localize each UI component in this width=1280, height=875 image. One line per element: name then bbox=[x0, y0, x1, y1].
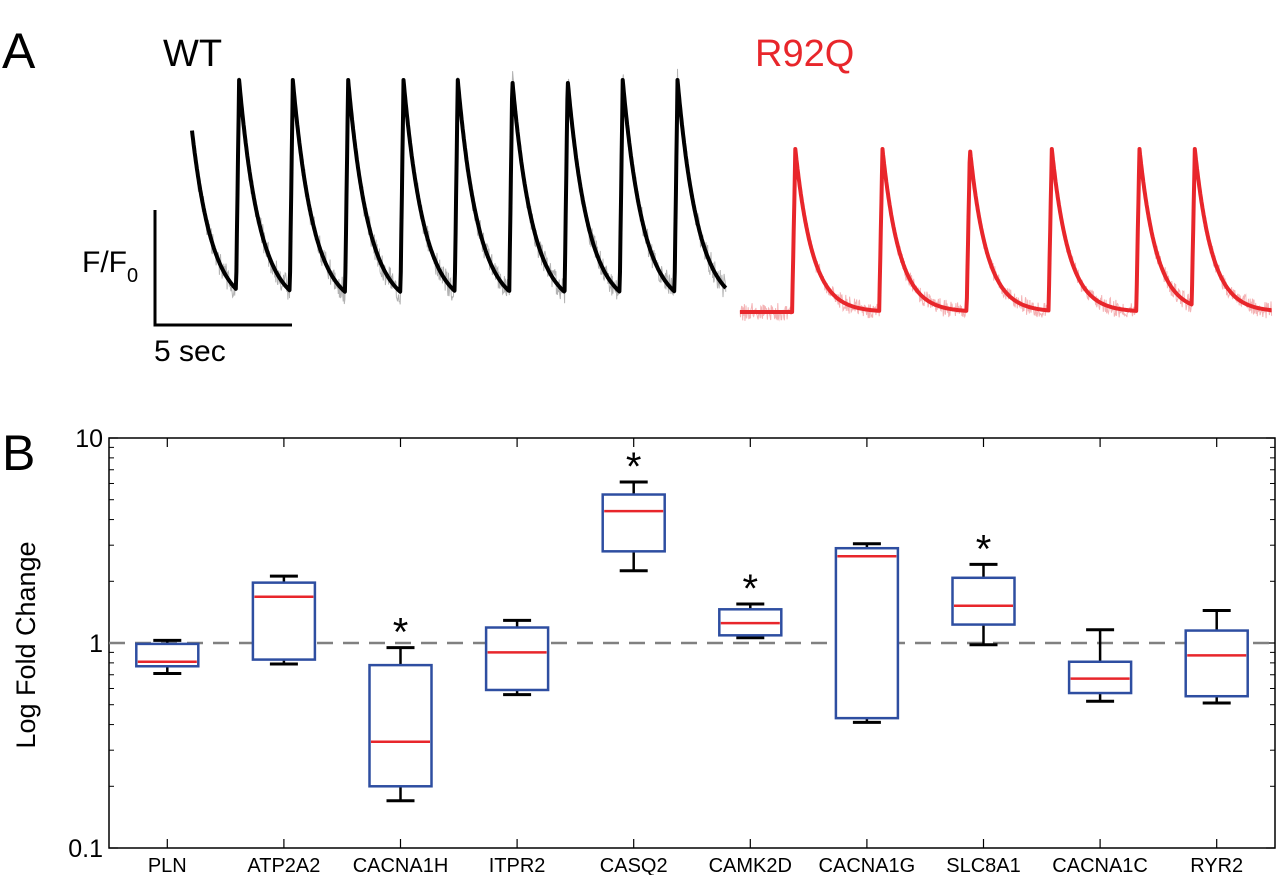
axis-ticks: 0.1 1 10 bbox=[68, 425, 1275, 863]
boxes-layer: PLN ATP2A2 CACNA1H*ITPR2 CASQ2*CAMK2D*CACNA… bbox=[135, 438, 1249, 875]
wt-mean-trace bbox=[190, 78, 728, 294]
box-pln: PLN bbox=[135, 438, 200, 875]
wt-trace-group bbox=[190, 68, 728, 305]
r92q-label: R92Q bbox=[755, 33, 854, 75]
significance-asterisk: * bbox=[976, 527, 992, 571]
x-tick-label: CACNA1H bbox=[353, 855, 449, 875]
y-axis-label: Log Fold Change bbox=[11, 541, 41, 748]
iqr-box bbox=[368, 663, 433, 788]
significance-asterisk: * bbox=[743, 567, 759, 611]
x-tick-label: CAMK2D bbox=[709, 855, 792, 875]
y-tick-label: 1 bbox=[89, 630, 103, 658]
r92q-mean-trace bbox=[738, 147, 1273, 314]
r92q-raw-trace bbox=[739, 147, 1273, 322]
x-tick-label: ITPR2 bbox=[489, 855, 546, 875]
y-tick-label: 0.1 bbox=[68, 835, 103, 863]
wt-label: WT bbox=[163, 33, 222, 75]
panel-b-label: B bbox=[2, 425, 35, 481]
box-ryr2: RYR2 bbox=[1184, 438, 1249, 875]
y-tick-label: 10 bbox=[75, 425, 103, 453]
x-tick-label: CASQ2 bbox=[600, 855, 668, 875]
significance-asterisk: * bbox=[393, 611, 409, 655]
box-cacna1h: CACNA1H * bbox=[353, 438, 449, 875]
x-tick-label: RYR2 bbox=[1190, 855, 1243, 875]
iqr-box bbox=[951, 576, 1016, 626]
panel-a-calcium-traces: A WT R92Q F/F0 5 sec bbox=[2, 23, 1273, 368]
box-cacna1c: CACNA1C bbox=[1052, 438, 1148, 875]
x-tick-label: ATP2A2 bbox=[247, 855, 320, 875]
box-casq2: CASQ2 * bbox=[600, 438, 668, 875]
box-atp2a2: ATP2A2 bbox=[247, 438, 320, 875]
iqr-box bbox=[484, 626, 550, 692]
x-tick-label: CACNA1G bbox=[819, 855, 916, 875]
panel-b-box-plot: B Log Fold Change 0.1 1 10 PLN ATP2A2 CACNA1… bbox=[2, 425, 1276, 875]
r92q-trace-group bbox=[738, 147, 1273, 322]
panel-a-label: A bbox=[2, 23, 36, 79]
iqr-box bbox=[601, 493, 666, 553]
box-cacna1g: CACNA1G bbox=[819, 438, 916, 875]
iqr-box bbox=[1184, 629, 1249, 698]
x-tick-label: SLC8A1 bbox=[946, 855, 1021, 875]
scale-bar: F/F0 5 sec bbox=[82, 210, 292, 368]
box-slc8a1: SLC8A1 * bbox=[946, 438, 1021, 875]
iqr-box bbox=[834, 546, 900, 720]
box-camk2d: CAMK2D * bbox=[709, 438, 792, 875]
x-tick-label: PLN bbox=[148, 855, 187, 875]
iqr-box bbox=[251, 581, 317, 661]
box-itpr2: ITPR2 bbox=[484, 438, 550, 875]
iqr-box bbox=[1067, 660, 1133, 695]
significance-asterisk: * bbox=[626, 445, 642, 489]
x-tick-label: CACNA1C bbox=[1052, 855, 1148, 875]
scale-bar-x-label: 5 sec bbox=[154, 335, 226, 368]
scale-bar-y-label: F/F0 bbox=[82, 246, 138, 287]
